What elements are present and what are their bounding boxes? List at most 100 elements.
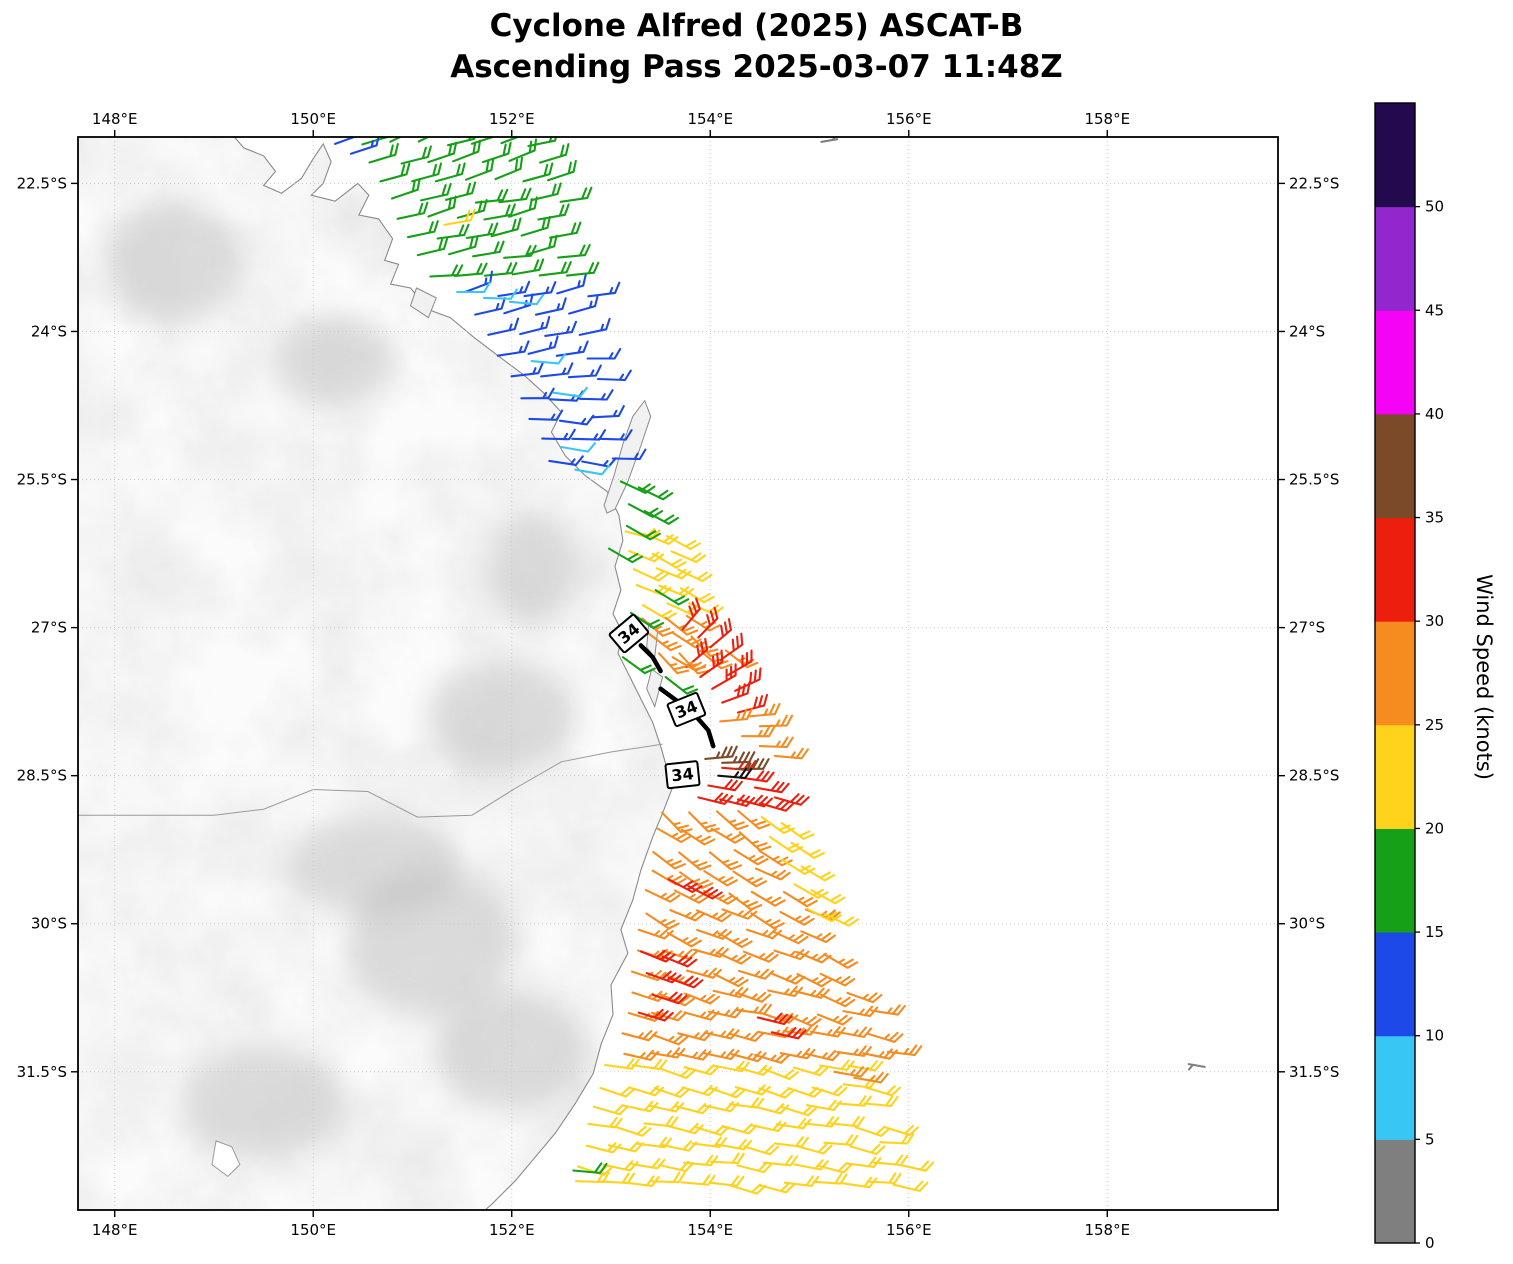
colorbar-segment xyxy=(1375,828,1415,933)
wind-barb xyxy=(637,486,674,501)
wind-barb xyxy=(715,951,752,965)
wind-barb xyxy=(643,510,679,525)
wind-barb xyxy=(863,1095,899,1107)
wind-barb xyxy=(781,1105,818,1117)
wind-barb xyxy=(644,889,681,903)
colorbar-axis-label: Wind Speed (knots) xyxy=(1472,574,1496,780)
wind-barb xyxy=(684,992,720,1005)
wind-barb xyxy=(721,908,758,920)
wind-barb xyxy=(719,632,744,662)
wind-barb xyxy=(411,162,443,183)
wind-barb xyxy=(709,1087,746,1099)
wind-barb xyxy=(500,137,521,145)
wind-barb xyxy=(527,234,558,256)
wind-barb xyxy=(681,597,701,631)
lat-tick-label-left: 22.5°S xyxy=(17,174,67,192)
wind-barb xyxy=(892,1180,929,1192)
island xyxy=(646,668,664,709)
wind-barb xyxy=(697,792,734,805)
colorbar-tick-label: 0 xyxy=(1425,1234,1435,1252)
wind-barb xyxy=(763,1068,799,1081)
wind-barb xyxy=(652,1033,689,1046)
wind-barb xyxy=(670,550,707,564)
wind-barb xyxy=(734,667,762,692)
wind-barbs-layer xyxy=(334,137,1206,1195)
wind-barb xyxy=(836,1026,873,1038)
wind-barb xyxy=(651,552,687,569)
wind-barb xyxy=(659,993,695,1007)
wind-barb xyxy=(520,215,551,237)
wind-barb xyxy=(666,932,702,948)
wind-barb xyxy=(400,145,432,165)
lat-tick-label-right: 24°S xyxy=(1289,322,1325,340)
wind-barb xyxy=(537,203,570,221)
lat-tick-label-right: 22.5°S xyxy=(1289,174,1339,192)
wind-barb xyxy=(483,261,518,277)
wind-barb xyxy=(427,141,458,164)
wind-barb xyxy=(546,159,577,182)
wind-barb xyxy=(711,663,737,690)
wind-barb xyxy=(548,455,584,466)
wind-barb xyxy=(574,1171,610,1184)
wind-barb xyxy=(679,587,715,604)
wind-barb xyxy=(779,910,815,926)
wind-barb xyxy=(494,156,524,181)
wind-barb xyxy=(704,745,738,760)
wind-barb xyxy=(790,841,825,859)
wind-barb xyxy=(862,1048,898,1060)
coastline xyxy=(233,137,674,1210)
wind-barb xyxy=(756,1012,793,1026)
lat-tick-label-left: 30°S xyxy=(31,915,67,933)
wind-barb xyxy=(679,871,714,890)
wind-barb xyxy=(810,889,846,905)
wind-barb xyxy=(652,850,686,870)
wind-barb xyxy=(436,223,470,240)
wind-barb xyxy=(527,335,559,355)
wind-barb xyxy=(541,428,576,441)
wind-barb xyxy=(819,972,856,987)
wind-barb xyxy=(754,1052,790,1064)
colorbar-tick-label: 35 xyxy=(1425,509,1444,527)
wind-barb xyxy=(645,970,682,984)
wind-barb xyxy=(661,948,698,960)
wind-barb xyxy=(773,747,810,760)
wind-barb xyxy=(796,973,832,988)
colorbar-segment xyxy=(1375,621,1415,726)
wind-barb xyxy=(803,1116,840,1128)
wind-barb xyxy=(539,143,570,164)
wind-barb xyxy=(483,203,516,221)
colorbar-tick-label: 50 xyxy=(1425,198,1444,216)
wind-barb xyxy=(736,1003,773,1015)
lat-tick-label-left: 25.5°S xyxy=(17,471,67,489)
wind-barb xyxy=(508,294,545,306)
wind-barb xyxy=(676,568,713,583)
lon-tick-label-bottom: 150°E xyxy=(290,1221,336,1239)
wind-barb xyxy=(758,714,794,728)
wind-barb xyxy=(773,793,810,806)
wind-barb xyxy=(590,405,625,419)
wind-barb xyxy=(796,1143,833,1155)
island xyxy=(603,399,652,514)
wind-barb xyxy=(586,347,622,360)
wind-barb xyxy=(630,969,667,982)
wind-barb xyxy=(538,261,572,277)
wind-barb xyxy=(349,137,380,155)
wind-barb xyxy=(717,767,753,780)
wind-barb xyxy=(379,162,411,183)
colorbar-frame xyxy=(1374,102,1416,1244)
wind-barb xyxy=(443,208,476,226)
figure-title: Cyclone Alfred (2025) ASCAT-B Ascending … xyxy=(450,6,1063,88)
lat-tick-label-left: 28.5°S xyxy=(17,767,67,785)
wind-barb xyxy=(568,294,599,315)
wind-barb xyxy=(737,809,771,830)
wind-barb xyxy=(792,1064,829,1077)
wind-barb xyxy=(627,1010,664,1022)
wind-barb xyxy=(736,1161,773,1174)
wind-barb xyxy=(334,137,358,145)
wind-barb xyxy=(632,568,669,582)
lat-tick-label-right: 25.5°S xyxy=(1289,471,1339,489)
wind-barb xyxy=(565,261,600,277)
colorbar-tick-label: 25 xyxy=(1425,716,1444,734)
wind-barb xyxy=(883,1124,919,1137)
